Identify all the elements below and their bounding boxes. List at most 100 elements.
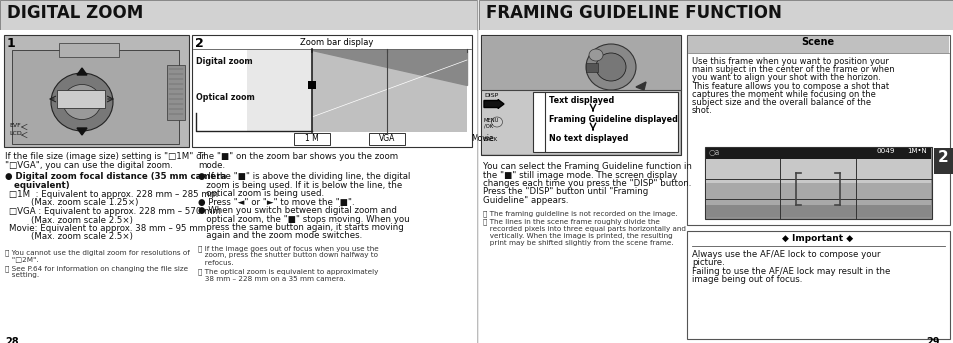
- Text: captures the moment while focusing on the: captures the moment while focusing on th…: [691, 90, 875, 99]
- Bar: [247, 50, 467, 132]
- Text: /OK: /OK: [483, 124, 493, 129]
- Text: 📘 See P.64 for information on changing the file size: 📘 See P.64 for information on changing t…: [5, 265, 188, 272]
- Text: □1M  : Equivalent to approx. 228 mm – 285 mm: □1M : Equivalent to approx. 228 mm – 285…: [9, 190, 218, 199]
- Text: the "■" still image mode. The screen display: the "■" still image mode. The screen dis…: [482, 170, 677, 179]
- Text: refocus.: refocus.: [198, 260, 233, 266]
- Text: LCD: LCD: [9, 131, 22, 136]
- Text: Movie: Movie: [471, 134, 493, 143]
- Bar: [12, 50, 179, 144]
- Text: changes each time you press the "DISP" button.: changes each time you press the "DISP" b…: [482, 179, 691, 188]
- Text: 📘 The optical zoom is equivalent to approximately: 📘 The optical zoom is equivalent to appr…: [198, 269, 378, 275]
- Text: 0049: 0049: [876, 148, 895, 154]
- Text: VGA: VGA: [378, 134, 395, 143]
- Bar: [933, 148, 952, 174]
- Ellipse shape: [63, 84, 101, 119]
- Bar: [686, 231, 949, 339]
- Bar: [59, 43, 119, 57]
- Text: Movie: Equivalent to approx. 38 mm – 95 mm: Movie: Equivalent to approx. 38 mm – 95 …: [9, 224, 206, 233]
- Polygon shape: [636, 82, 645, 90]
- Bar: [478, 30, 953, 343]
- Polygon shape: [77, 68, 87, 75]
- Text: The "■" on the zoom bar shows you the zoom: The "■" on the zoom bar shows you the zo…: [198, 152, 397, 161]
- Text: 📘 If the image goes out of focus when you use the: 📘 If the image goes out of focus when yo…: [198, 245, 378, 252]
- Bar: [704, 147, 931, 219]
- Text: ○a: ○a: [708, 148, 720, 157]
- Text: Optical zoom: Optical zoom: [195, 93, 254, 102]
- Text: ● If the "■" is above the dividing line, the digital: ● If the "■" is above the dividing line,…: [198, 172, 410, 181]
- Bar: [481, 36, 679, 91]
- Text: (Max. zoom scale 1.25×): (Max. zoom scale 1.25×): [9, 199, 138, 208]
- Text: shot.: shot.: [691, 106, 712, 115]
- Text: Use this frame when you want to position your: Use this frame when you want to position…: [691, 57, 888, 66]
- Text: ● Press "◄" or "►" to move the "■".: ● Press "◄" or "►" to move the "■".: [198, 198, 355, 206]
- Text: subject size and the overall balance of the: subject size and the overall balance of …: [691, 98, 870, 107]
- Bar: [705, 183, 930, 205]
- Text: main subject in the center of the frame or when: main subject in the center of the frame …: [691, 65, 894, 74]
- Ellipse shape: [51, 73, 112, 131]
- Text: Guideline" appears.: Guideline" appears.: [482, 196, 568, 205]
- Text: 📘 The framing guideline is not recorded on the image.: 📘 The framing guideline is not recorded …: [482, 211, 677, 217]
- Text: again and the zoom mode switches.: again and the zoom mode switches.: [198, 232, 362, 240]
- Polygon shape: [312, 50, 467, 85]
- Bar: [0, 0, 476, 30]
- Bar: [705, 205, 930, 217]
- Text: 38 mm – 228 mm on a 35 mm camera.: 38 mm – 228 mm on a 35 mm camera.: [198, 276, 345, 282]
- Ellipse shape: [585, 44, 636, 90]
- Bar: [192, 35, 472, 147]
- Text: "□VGA", you can use the digital zoom.: "□VGA", you can use the digital zoom.: [5, 161, 172, 169]
- Text: You can select the Framing Guideline function in: You can select the Framing Guideline fun…: [482, 162, 691, 171]
- Text: vertically. When the image is printed, the resulting: vertically. When the image is printed, t…: [482, 233, 672, 239]
- Text: Failing to use the AF/AE lock may result in the: Failing to use the AF/AE lock may result…: [691, 267, 889, 275]
- Text: zoom is being used. If it is below the line, the: zoom is being used. If it is below the l…: [198, 180, 402, 189]
- Text: DIGITAL ZOOM: DIGITAL ZOOM: [7, 4, 143, 22]
- Ellipse shape: [596, 53, 625, 81]
- Text: If the file size (image size) setting is "□1M" or: If the file size (image size) setting is…: [5, 152, 205, 161]
- Text: 2: 2: [194, 37, 204, 50]
- Bar: [308, 81, 315, 89]
- Text: mode.: mode.: [198, 161, 225, 169]
- Bar: [585, 63, 598, 72]
- Bar: [294, 133, 330, 145]
- Text: 1 M: 1 M: [305, 134, 318, 143]
- Text: Framing Guideline displayed: Framing Guideline displayed: [548, 115, 678, 124]
- Text: zoom, press the shutter button down halfway to: zoom, press the shutter button down half…: [198, 252, 377, 259]
- Bar: [687, 36, 948, 53]
- Bar: [247, 50, 312, 132]
- Ellipse shape: [491, 117, 502, 127]
- Text: Zoom bar display: Zoom bar display: [300, 38, 374, 47]
- Text: ● Digital zoom focal distance (35 mm camera: ● Digital zoom focal distance (35 mm cam…: [5, 172, 226, 181]
- Polygon shape: [77, 128, 87, 135]
- Bar: [369, 133, 405, 145]
- Text: No text displayed: No text displayed: [548, 134, 628, 143]
- Text: Press the "DISP" button until "Framing: Press the "DISP" button until "Framing: [482, 188, 648, 197]
- Text: optical zoom is being used.: optical zoom is being used.: [198, 189, 324, 198]
- Text: Scene: Scene: [801, 37, 834, 47]
- Text: recorded pixels into three equal parts horizontally and: recorded pixels into three equal parts h…: [482, 225, 685, 232]
- FancyArrow shape: [483, 99, 503, 108]
- Text: □VGA : Equivalent to approx. 228 mm – 570 mm: □VGA : Equivalent to approx. 228 mm – 57…: [9, 207, 221, 216]
- Text: (Max. zoom scale 2.5×): (Max. zoom scale 2.5×): [9, 233, 132, 241]
- Text: This feature allows you to compose a shot that: This feature allows you to compose a sho…: [691, 82, 888, 91]
- Text: BACK: BACK: [483, 137, 497, 142]
- Bar: [480, 35, 680, 155]
- Bar: [4, 35, 189, 147]
- Text: Always use the AF/AE lock to compose your: Always use the AF/AE lock to compose you…: [691, 250, 880, 259]
- Bar: [57, 90, 105, 108]
- Text: Text displayed: Text displayed: [548, 96, 614, 105]
- Text: setting.: setting.: [5, 272, 39, 279]
- Text: DISP: DISP: [483, 93, 497, 98]
- Text: image being out of focus.: image being out of focus.: [691, 275, 801, 284]
- Bar: [481, 91, 679, 154]
- Text: 📘 You cannot use the digital zoom for resolutions of: 📘 You cannot use the digital zoom for re…: [5, 249, 190, 256]
- Text: picture.: picture.: [691, 258, 724, 267]
- Bar: [478, 0, 953, 30]
- Text: print may be shifted slightly from the scene frame.: print may be shifted slightly from the s…: [482, 240, 673, 247]
- Text: 2: 2: [937, 150, 947, 165]
- Bar: [705, 148, 930, 159]
- Bar: [686, 35, 949, 225]
- Text: EVF: EVF: [9, 123, 21, 128]
- Bar: [533, 92, 678, 152]
- Text: MENU: MENU: [483, 118, 499, 123]
- Text: equivalent): equivalent): [5, 180, 70, 189]
- Ellipse shape: [588, 49, 602, 61]
